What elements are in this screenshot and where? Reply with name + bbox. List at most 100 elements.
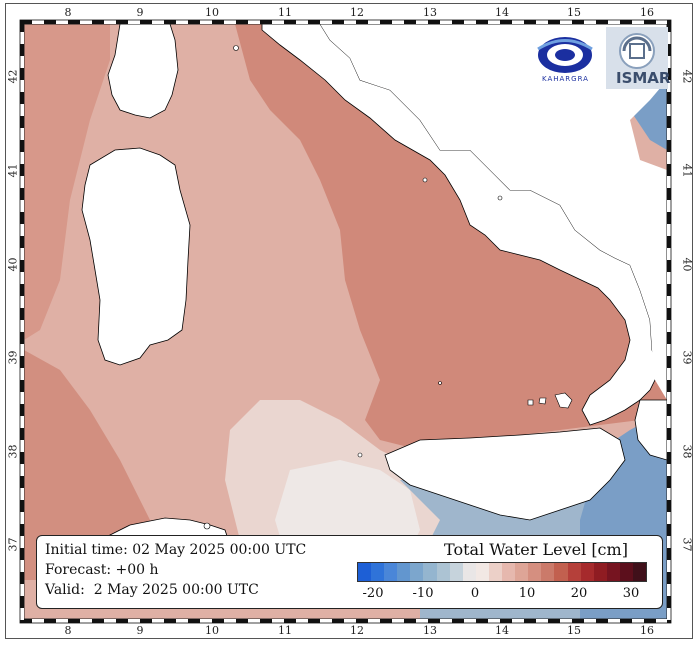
lon-tick-top: 13 bbox=[423, 6, 437, 19]
frame-segment bbox=[560, 20, 572, 24]
frame-segment bbox=[188, 619, 200, 623]
sardinia-island bbox=[81, 147, 191, 366]
frame-segment bbox=[104, 20, 116, 24]
kahargra-emblem-icon bbox=[537, 37, 593, 73]
frame-segment bbox=[32, 20, 44, 24]
valid-time-text: Valid: 2 May 2025 00:00 UTC bbox=[45, 582, 259, 598]
aeolian-islands bbox=[527, 392, 573, 409]
frame-segment bbox=[667, 608, 671, 620]
frame-segment bbox=[236, 20, 248, 24]
frame-segment bbox=[20, 428, 24, 440]
lon-tick-bottom: 14 bbox=[495, 624, 509, 637]
frame-segment bbox=[667, 188, 671, 200]
color-scale-ticks: -20 -10 0 10 20 30 bbox=[357, 586, 647, 604]
lon-tick-top: 9 bbox=[136, 6, 144, 19]
frame-segment bbox=[667, 308, 671, 320]
calabria-coast bbox=[634, 399, 667, 461]
frame-segment bbox=[140, 20, 152, 24]
frame-segment bbox=[667, 560, 671, 572]
frame-segment bbox=[20, 200, 24, 212]
frame-segment bbox=[164, 20, 176, 24]
frame-segment bbox=[260, 619, 272, 623]
frame-segment bbox=[20, 452, 24, 464]
frame-segment bbox=[548, 619, 560, 623]
frame-segment bbox=[20, 620, 24, 623]
frame-segment bbox=[248, 20, 260, 24]
frame-segment bbox=[667, 80, 671, 92]
frame-segment bbox=[512, 20, 524, 24]
frame-segment bbox=[20, 296, 24, 308]
ismar-logo-text: ISMAR bbox=[616, 69, 671, 87]
legend-swatch bbox=[488, 563, 503, 581]
frame-segment bbox=[104, 619, 116, 623]
frame-segment bbox=[464, 619, 476, 623]
legend-swatch bbox=[436, 563, 450, 581]
frame-segment bbox=[416, 619, 428, 623]
lon-tick-bottom: 9 bbox=[136, 624, 144, 637]
frame-segment bbox=[667, 380, 671, 392]
frame-segment bbox=[20, 212, 24, 224]
frame-segment bbox=[667, 416, 671, 428]
frame-segment bbox=[620, 619, 632, 623]
frame-segment bbox=[368, 20, 380, 24]
lat-tick-left: 40 bbox=[6, 257, 20, 272]
legend-swatch bbox=[567, 563, 581, 581]
frame-segment bbox=[488, 619, 500, 623]
frame-segment bbox=[20, 440, 24, 452]
lat-tick-right: 37 bbox=[680, 537, 694, 552]
frame-segment bbox=[176, 20, 188, 24]
frame-segment bbox=[584, 20, 596, 24]
lat-tick-left: 37 bbox=[6, 537, 20, 552]
frame-segment bbox=[20, 176, 24, 188]
initial-time-text: Initial time: 02 May 2025 00:00 UTC bbox=[45, 542, 307, 558]
frame-segment bbox=[667, 212, 671, 224]
frame-segment bbox=[152, 20, 164, 24]
frame-segment bbox=[68, 619, 80, 623]
legend-swatch bbox=[410, 563, 424, 581]
lat-tick-left: 38 bbox=[6, 444, 20, 459]
frame-segment bbox=[667, 332, 671, 344]
frame-segment bbox=[667, 356, 671, 368]
frame-segment bbox=[320, 20, 332, 24]
frame-segment bbox=[667, 32, 671, 44]
frame-segment bbox=[667, 68, 671, 80]
lon-tick-top: 14 bbox=[495, 6, 509, 19]
frame-segment bbox=[608, 619, 620, 623]
legend-tick-label: 20 bbox=[570, 586, 588, 601]
frame-segment bbox=[20, 488, 24, 500]
frame-segment bbox=[476, 20, 488, 24]
lon-tick-bottom: 11 bbox=[278, 624, 292, 637]
color-scale-bar bbox=[357, 562, 647, 582]
frame-segment bbox=[572, 20, 584, 24]
frame-segment bbox=[428, 619, 440, 623]
frame-segment bbox=[440, 619, 452, 623]
frame-segment bbox=[488, 20, 500, 24]
frame-segment bbox=[284, 20, 296, 24]
frame-segment bbox=[380, 619, 392, 623]
frame-segment bbox=[200, 20, 212, 24]
frame-segment bbox=[20, 608, 24, 620]
frame-segment bbox=[667, 248, 671, 260]
legend-swatch bbox=[423, 563, 437, 581]
frame-segment bbox=[667, 476, 671, 488]
frame-segment bbox=[128, 619, 140, 623]
lat-tick-left: 42 bbox=[6, 69, 20, 84]
frame-segment bbox=[572, 619, 584, 623]
frame-segment bbox=[404, 619, 416, 623]
lon-tick-top: 16 bbox=[640, 6, 654, 19]
frame-segment bbox=[308, 20, 320, 24]
frame-segment bbox=[20, 392, 24, 404]
frame-segment bbox=[667, 176, 671, 188]
frame-segment bbox=[667, 596, 671, 608]
frame-segment bbox=[667, 236, 671, 248]
frame-segment bbox=[667, 164, 671, 176]
frame-segment bbox=[20, 368, 24, 380]
frame-segment bbox=[20, 584, 24, 596]
frame-segment bbox=[667, 320, 671, 332]
frame-segment bbox=[368, 619, 380, 623]
frame-segment bbox=[667, 440, 671, 452]
frame-segment bbox=[20, 272, 24, 284]
legend-tick-label: -20 bbox=[362, 586, 384, 601]
frame-segment bbox=[92, 20, 104, 24]
frame-segment bbox=[667, 548, 671, 560]
